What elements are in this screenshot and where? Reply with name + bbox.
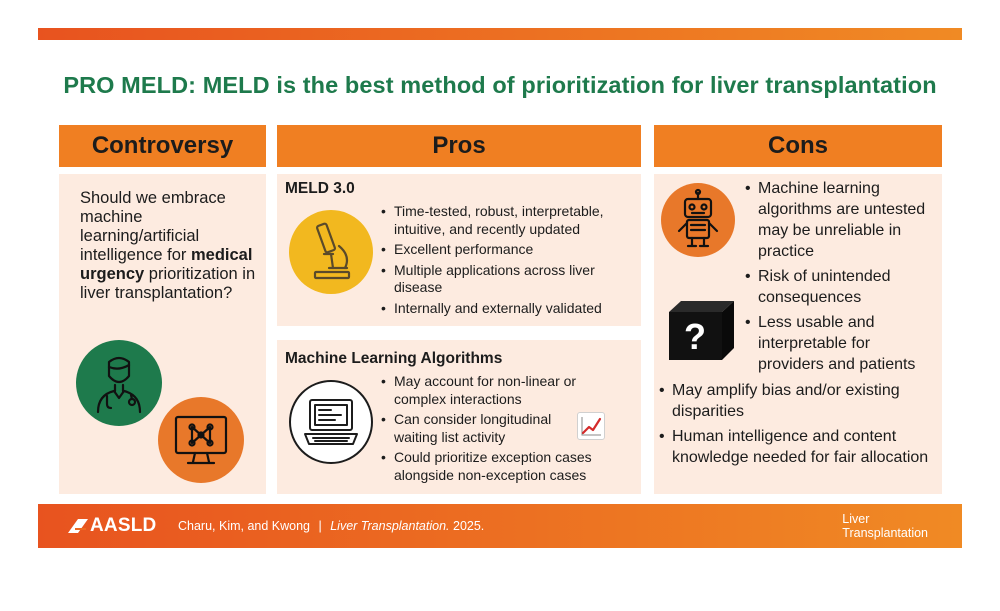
neural-network-monitor-icon xyxy=(158,397,244,483)
citation-separator: | xyxy=(318,519,322,533)
black-box-question-icon: ? xyxy=(666,298,736,362)
list-item: Time-tested, robust, interpretable, intu… xyxy=(378,203,636,238)
top-accent-bar xyxy=(38,28,962,40)
svg-text:?: ? xyxy=(684,316,706,357)
page-title: PRO MELD: MELD is the best method of pri… xyxy=(63,72,937,98)
microscope-icon xyxy=(289,210,373,294)
list-item: May amplify bias and/or existing dispari… xyxy=(656,380,936,422)
list-item: Can consider longitudinal waiting list a… xyxy=(378,411,626,446)
meld-title: MELD 3.0 xyxy=(285,180,355,197)
footer: AASLD Charu, Kim, and Kwong | Liver Tran… xyxy=(38,504,962,548)
aasld-logo: AASLD xyxy=(66,515,156,537)
list-item: Less usable and interpretable for provid… xyxy=(742,312,938,375)
controversy-question: Should we embrace machine learning/artif… xyxy=(80,189,256,302)
pros-header: Pros xyxy=(277,125,641,167)
list-item: Internally and externally validated xyxy=(378,300,636,318)
aasld-logo-icon xyxy=(68,519,88,533)
citation-authors: Charu, Kim, and Kwong xyxy=(178,519,311,533)
list-item: Human intelligence and content knowledge… xyxy=(656,426,936,468)
list-item: Risk of unintended consequences xyxy=(742,266,938,308)
meld-list: Time-tested, robust, interpretable, intu… xyxy=(378,203,636,320)
list-item: Could prioritize exception cases alongsi… xyxy=(378,449,626,484)
cons-indented-list: Machine learning algorithms are untested… xyxy=(742,178,938,379)
list-item: Machine learning algorithms are untested… xyxy=(742,178,938,262)
doctor-icon xyxy=(76,340,162,426)
journal-logo: Liver Transplantation xyxy=(842,512,928,540)
robot-icon xyxy=(661,183,735,257)
citation-journal: Liver Transplantation. xyxy=(330,519,450,533)
list-item: May account for non-linear or complex in… xyxy=(378,373,626,408)
ml-title: Machine Learning Algorithms xyxy=(285,350,503,367)
citation: Charu, Kim, and Kwong | Liver Transplant… xyxy=(178,519,484,533)
ml-list: May account for non-linear or complex in… xyxy=(378,373,626,487)
chart-increasing-icon xyxy=(577,412,605,440)
citation-year: 2025. xyxy=(453,519,485,533)
computer-icon xyxy=(289,380,373,464)
cons-list: May amplify bias and/or existing dispari… xyxy=(656,380,936,472)
cons-header: Cons xyxy=(654,125,942,167)
controversy-header: Controversy xyxy=(59,125,266,167)
list-item: Multiple applications across liver disea… xyxy=(378,262,636,297)
list-item: Excellent performance xyxy=(378,241,636,259)
